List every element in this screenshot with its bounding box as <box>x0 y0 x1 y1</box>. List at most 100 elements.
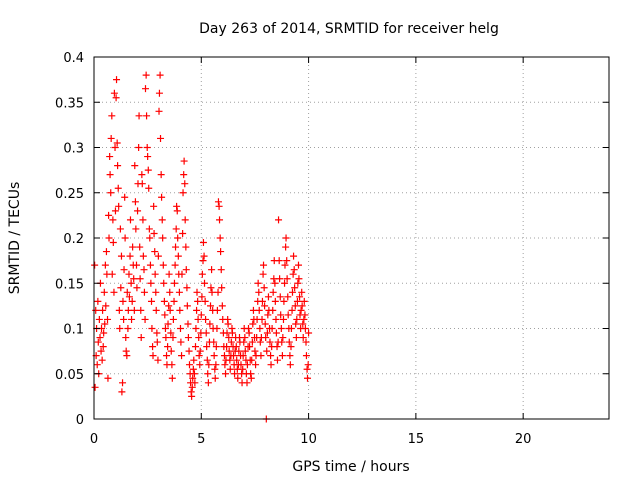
data-point <box>133 284 141 292</box>
data-point <box>288 306 296 314</box>
data-point <box>202 329 210 337</box>
data-point <box>267 352 275 360</box>
data-point <box>304 374 312 382</box>
data-point <box>294 279 302 287</box>
data-point <box>147 279 155 287</box>
data-point <box>130 275 138 283</box>
data-point <box>145 225 153 233</box>
data-point <box>153 329 161 337</box>
data-point <box>193 306 201 314</box>
data-point <box>121 234 129 242</box>
data-point <box>160 297 168 305</box>
x-tick-label: 5 <box>197 432 205 447</box>
data-point <box>234 374 242 382</box>
data-point <box>199 239 207 247</box>
x-tick-label: 10 <box>300 432 317 447</box>
data-point <box>120 315 128 323</box>
data-point <box>99 343 107 351</box>
data-point <box>190 356 198 364</box>
data-point <box>119 297 127 305</box>
data-point <box>158 193 166 201</box>
data-point <box>271 279 279 287</box>
data-point <box>155 107 163 115</box>
data-point <box>190 370 198 378</box>
data-point <box>148 297 156 305</box>
data-point <box>113 139 121 147</box>
data-point <box>149 343 157 351</box>
data-point <box>143 112 151 120</box>
y-tick-label: 0.25 <box>55 187 84 202</box>
data-point <box>138 180 146 188</box>
data-point <box>117 284 125 292</box>
data-point <box>272 329 280 337</box>
data-point <box>182 243 190 251</box>
data-point <box>129 243 137 251</box>
data-point <box>205 361 213 369</box>
data-point <box>122 347 130 355</box>
data-point <box>151 270 159 278</box>
data-point <box>251 347 259 355</box>
data-point <box>223 343 231 351</box>
data-point <box>188 383 196 391</box>
data-point <box>99 306 107 314</box>
data-point <box>231 370 239 378</box>
data-point <box>295 275 303 283</box>
data-point <box>161 325 169 332</box>
data-point <box>151 248 159 256</box>
data-point <box>100 288 108 296</box>
data-point <box>135 112 143 120</box>
data-point <box>286 361 294 369</box>
data-point <box>181 216 189 224</box>
data-point <box>285 338 293 346</box>
data-point <box>211 365 219 373</box>
data-point <box>214 198 222 206</box>
data-point <box>245 329 253 337</box>
data-point <box>290 266 298 274</box>
data-point <box>226 365 234 373</box>
data-point <box>247 370 255 378</box>
data-point <box>264 311 272 319</box>
data-point <box>144 153 152 161</box>
data-point <box>195 352 203 360</box>
data-point <box>176 325 184 332</box>
data-point <box>249 320 257 328</box>
data-point <box>185 361 193 369</box>
data-point <box>132 225 140 233</box>
data-point <box>165 270 173 278</box>
data-point <box>105 234 113 242</box>
data-point <box>166 306 174 314</box>
data-point <box>296 293 304 301</box>
data-point <box>101 320 109 328</box>
data-point <box>91 383 99 391</box>
data-point <box>122 334 130 342</box>
data-point <box>301 311 309 319</box>
data-point <box>124 325 132 332</box>
data-point <box>135 144 143 151</box>
data-point <box>269 306 277 314</box>
data-point <box>149 352 157 360</box>
data-point <box>291 284 299 292</box>
data-point <box>241 334 249 342</box>
data-point <box>284 293 292 301</box>
data-point <box>266 338 274 346</box>
data-point <box>154 252 162 260</box>
data-point <box>204 370 212 378</box>
data-point <box>148 325 156 332</box>
data-point <box>239 365 247 373</box>
data-point <box>96 334 104 342</box>
chart-title: Day 263 of 2014, SRMTID for receiver hel… <box>199 21 499 37</box>
data-point <box>134 207 142 215</box>
data-point <box>191 379 199 387</box>
data-point <box>164 320 172 328</box>
data-point <box>298 288 306 296</box>
data-point <box>101 261 109 269</box>
data-point <box>111 144 119 151</box>
data-point <box>201 297 209 305</box>
data-point <box>258 315 266 323</box>
data-point <box>217 266 225 274</box>
data-point <box>208 288 216 296</box>
data-point <box>275 216 283 224</box>
data-point <box>144 166 152 174</box>
data-point <box>263 329 271 337</box>
